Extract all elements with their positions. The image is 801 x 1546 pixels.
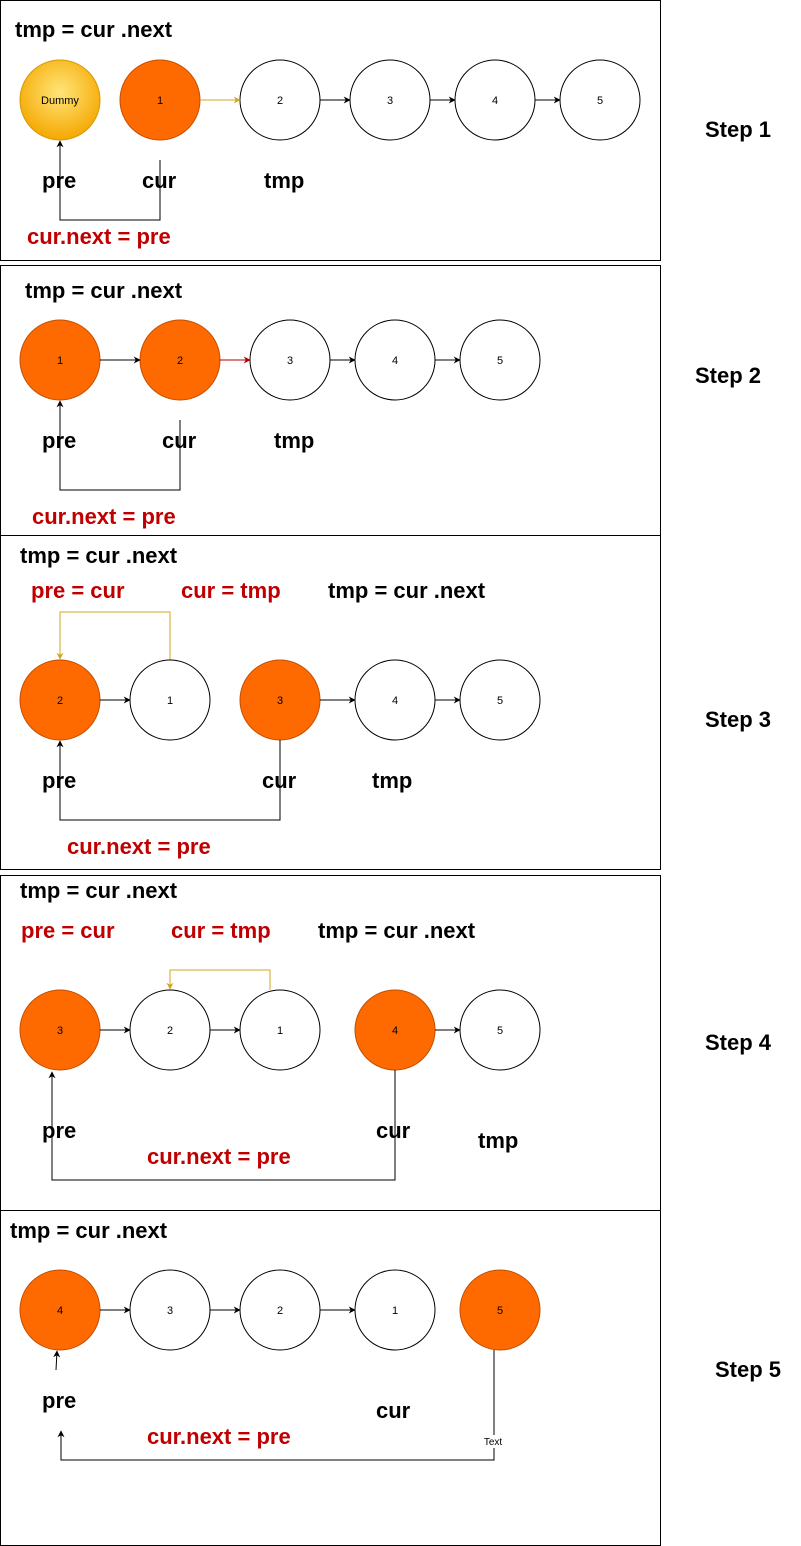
step-3-title: Step 3 (705, 707, 771, 732)
step-1-node-dummy (19, 59, 101, 141)
step-2-node-4-label: 4 (392, 355, 398, 367)
step-4-node-3-label: 3 (57, 1025, 63, 1037)
step-1-node-dummy-label: Dummy (41, 95, 79, 107)
step-4-update-pre: pre = cur (21, 918, 115, 943)
step-5-edge-label-bg (479, 1435, 509, 1448)
step-5-title: Step 5 (715, 1357, 781, 1382)
step-5-node-2-label: 2 (277, 1305, 283, 1317)
step-3-action: cur.next = pre (67, 834, 211, 859)
step-2-node-5-label: 5 (497, 355, 503, 367)
step-4-title: Step 4 (705, 1030, 772, 1055)
step-4-header: tmp = cur .next (20, 878, 178, 903)
step-3-cur-label: cur (262, 768, 297, 793)
step-1-node-2-label: 2 (277, 95, 283, 107)
step-3-node-3-label: 3 (277, 695, 283, 707)
step-2-node-3-label: 3 (287, 355, 293, 367)
step-2-action: cur.next = pre (32, 504, 176, 529)
step-4-node-4-label: 4 (392, 1025, 398, 1037)
step-5-header: tmp = cur .next (10, 1218, 168, 1243)
step-5-node-1-label: 1 (392, 1305, 398, 1317)
step-5-cur-label: cur (376, 1398, 411, 1423)
step-2-back-edge (56, 400, 181, 491)
step-3-node-2-label: 2 (57, 695, 63, 707)
step-2-title: Step 2 (695, 363, 761, 388)
step-5-frame (0, 1210, 661, 1546)
step-5-action: cur.next = pre (147, 1424, 291, 1449)
step-3-update-pre: pre = cur (31, 578, 125, 603)
step-1-panel: tmp = cur .next Dummy 1 2 3 4 5 pre cur … (0, 0, 771, 261)
step-1-node-4-label: 4 (492, 95, 498, 107)
step-5-node-5-label: 5 (497, 1305, 503, 1317)
step-5-edge-label: Text (484, 1437, 503, 1448)
step-5-panel: tmp = cur .next 4 3 2 1 5 Text pre cur c… (0, 1210, 781, 1546)
step-4-cur-label: cur (376, 1118, 411, 1143)
step-4-node-2-label: 2 (167, 1025, 173, 1037)
step-3-header: tmp = cur .next (20, 543, 178, 568)
step-5-back-edge (57, 1350, 495, 1461)
step-4-panel: tmp = cur .next pre = cur cur = tmp tmp … (0, 875, 772, 1211)
step-4-pre-label: pre (42, 1118, 76, 1143)
step-2-node-1-label: 1 (57, 355, 63, 367)
step-4-action: cur.next = pre (147, 1144, 291, 1169)
step-3-tmp-label: tmp (372, 768, 412, 793)
step-5-node-5 (459, 1269, 541, 1351)
step-3-node-1-label: 1 (167, 695, 173, 707)
step-3-pre-label: pre (42, 768, 76, 793)
step-4-node-1-label: 1 (277, 1025, 283, 1037)
step-4-node-5-label: 5 (497, 1025, 503, 1037)
step-3-update-cur: cur = tmp (181, 578, 281, 603)
step-1-back-edge (56, 140, 161, 221)
step-2-pre-label: pre (42, 428, 76, 453)
step-5-node-4-label: 4 (57, 1305, 63, 1317)
step-1-header: tmp = cur .next (15, 17, 173, 42)
step-1-frame (0, 0, 661, 261)
step-1-cur-label: cur (142, 168, 177, 193)
step-1-action: cur.next = pre (27, 224, 171, 249)
step-2-panel: tmp = cur .next 1 2 3 4 5 pre cur tmp cu… (0, 265, 761, 536)
step-2-frame (0, 265, 661, 536)
step-4-back-edge (48, 1070, 396, 1181)
step-2-node-2-label: 2 (177, 355, 183, 367)
step-3-panel: tmp = cur .next pre = cur cur = tmp tmp … (0, 535, 771, 870)
step-5-short-edge (53, 1350, 61, 1371)
step-5-pre-label: pre (42, 1388, 76, 1413)
step-1-title: Step 1 (705, 117, 771, 142)
step-3-frame (0, 535, 661, 870)
step-1-pre-label: pre (42, 168, 76, 193)
step-2-tmp-label: tmp (274, 428, 314, 453)
step-2-cur-label: cur (162, 428, 197, 453)
step-1-node-1-label: 1 (157, 95, 163, 107)
step-1-node-3-label: 3 (387, 95, 393, 107)
step-3-back-edge (56, 740, 281, 821)
step-5-node-3-label: 3 (167, 1305, 173, 1317)
step-4-tmp-label: tmp (478, 1128, 518, 1153)
step-3-gold-edge (56, 611, 171, 660)
step-1-node-5-label: 5 (597, 95, 603, 107)
step-4-gold-edge (166, 969, 271, 990)
step-3-update-tmp: tmp = cur .next (328, 578, 486, 603)
step-3-node-4-label: 4 (392, 695, 398, 707)
step-3-node-5-label: 5 (497, 695, 503, 707)
step-4-update-cur: cur = tmp (171, 918, 271, 943)
step-4-update-tmp: tmp = cur .next (318, 918, 476, 943)
step-2-header: tmp = cur .next (25, 278, 183, 303)
step-1-tmp-label: tmp (264, 168, 304, 193)
